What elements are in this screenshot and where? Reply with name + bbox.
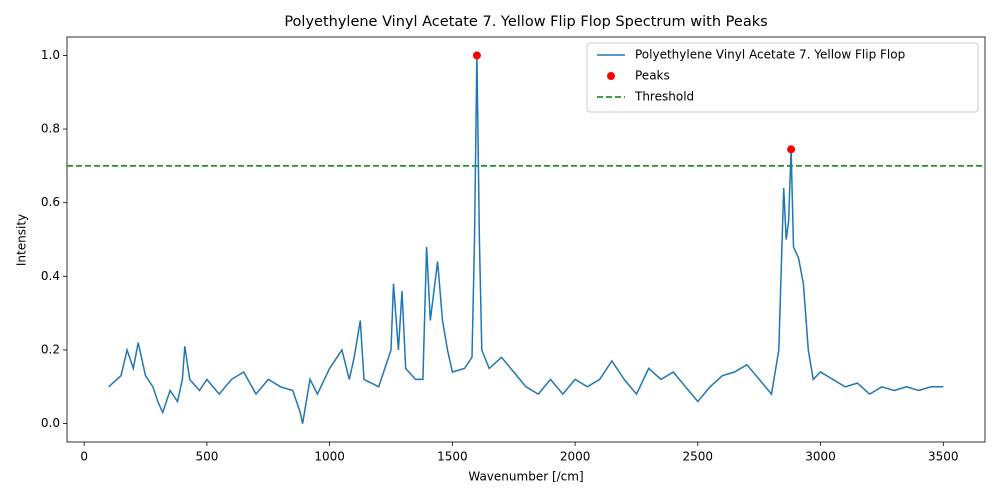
peak-point bbox=[472, 51, 481, 60]
legend-label: Peaks bbox=[635, 69, 670, 83]
x-tick-label: 2000 bbox=[560, 450, 591, 464]
x-tick-label: 500 bbox=[195, 450, 218, 464]
chart-title: Polyethylene Vinyl Acetate 7. Yellow Fli… bbox=[284, 14, 767, 30]
legend-label: Threshold bbox=[634, 90, 694, 104]
axes-frame bbox=[66, 36, 986, 443]
y-tick-label: 0.4 bbox=[41, 269, 60, 283]
y-tick-label: 0.6 bbox=[41, 195, 60, 209]
y-tick-label: 0.2 bbox=[41, 342, 60, 356]
x-tick-label: 1500 bbox=[437, 450, 468, 464]
legend-box bbox=[586, 42, 979, 113]
x-tick-label: 2500 bbox=[683, 450, 714, 464]
x-tick-label: 3000 bbox=[805, 450, 836, 464]
y-tick-label: 1.0 bbox=[41, 48, 60, 62]
legend-marker bbox=[607, 72, 615, 80]
legend-label: Polyethylene Vinyl Acetate 7. Yellow Fli… bbox=[635, 48, 905, 62]
spectrum-line bbox=[108, 55, 944, 424]
x-axis-label: Wavenumber [/cm] bbox=[468, 470, 583, 484]
x-tick-label: 1000 bbox=[314, 450, 345, 464]
x-tick-label: 0 bbox=[80, 450, 88, 464]
y-tick-label: 0.8 bbox=[41, 122, 60, 136]
x-tick-label: 3500 bbox=[928, 450, 959, 464]
y-axis-label: Intensity bbox=[15, 214, 29, 266]
legend: Polyethylene Vinyl Acetate 7. Yellow Fli… bbox=[586, 42, 979, 113]
peak-point bbox=[787, 145, 796, 154]
y-tick-label: 0.0 bbox=[41, 416, 60, 430]
